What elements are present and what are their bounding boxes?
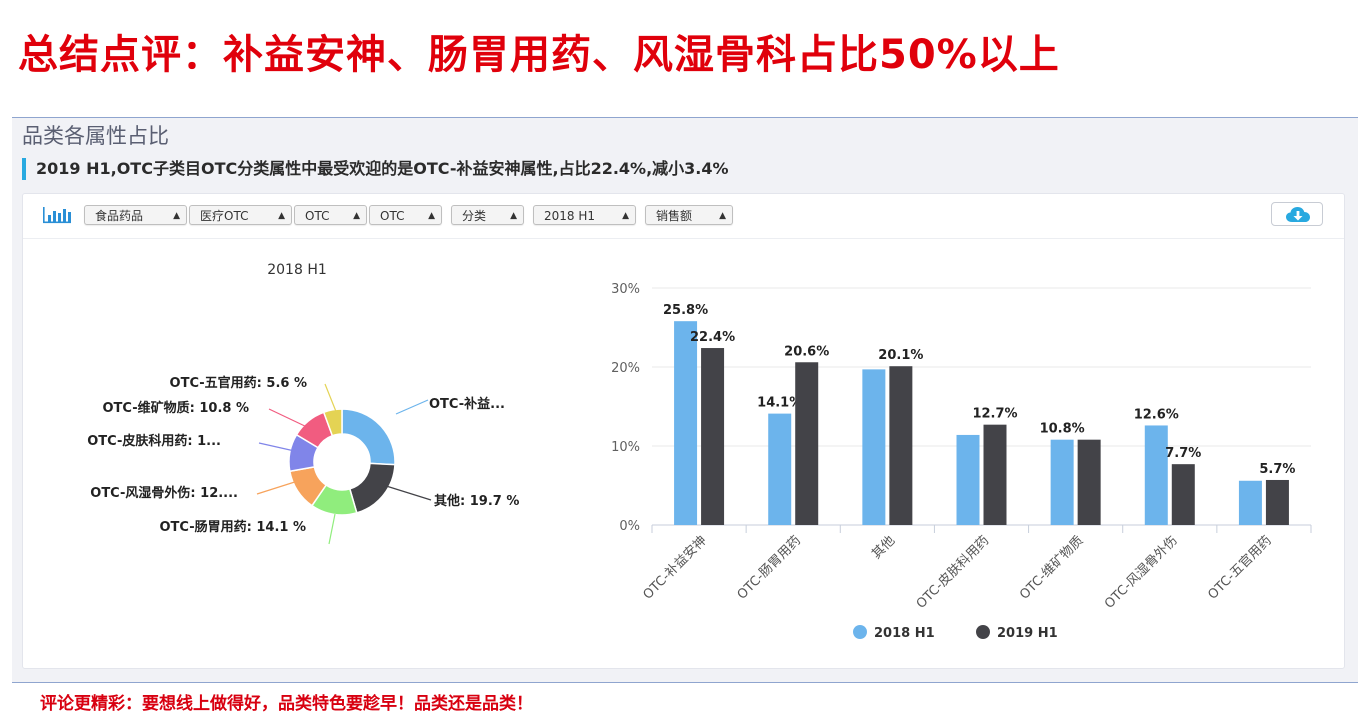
filter-otc-select[interactable]: OTC ▲	[294, 205, 367, 225]
pie-labels: OTC-补益... 其他: 19.7 % OTC-肠胃用药: 14.1 % OTC-风…	[87, 375, 519, 545]
select-arrows-icon: ▲	[622, 211, 629, 221]
pie-slice-label: OTC-肠胃用药: 14.1 %	[159, 519, 306, 535]
x-tick-label: OTC-补益安神	[640, 533, 709, 602]
bar[interactable]	[889, 366, 913, 525]
bar[interactable]	[701, 348, 725, 525]
pie-label-connector	[324, 383, 338, 415]
bar[interactable]	[1050, 439, 1074, 525]
bar-gridlines	[651, 287, 1312, 533]
pie-slice-label: OTC-维矿物质: 10.8 %	[102, 400, 249, 416]
bar-data-label: 14.1%	[757, 396, 802, 411]
bar-y-axis: 0% 10% 20% 30%	[611, 282, 640, 534]
bar[interactable]	[768, 413, 792, 525]
pie-slice-label: OTC-五官用药: 5.6 %	[170, 375, 307, 391]
select-arrows-icon: ▲	[510, 211, 517, 221]
x-tick-label: OTC-风湿骨外伤	[1102, 533, 1181, 612]
pie-label-connector	[382, 484, 432, 501]
x-tick-label: OTC-五官用药	[1205, 533, 1275, 603]
bar[interactable]	[1077, 439, 1101, 525]
select-arrows-icon: ▲	[278, 211, 285, 221]
pie-slice[interactable]	[348, 462, 396, 514]
chart-toolbar: 食品药品 ▲ 医疗OTC ▲ OTC ▲ OTC ▲ 分类 ▲ 2018 H1 ▲ 销售额 ▲	[23, 194, 1344, 239]
bar-data-label: 7.7%	[1165, 446, 1201, 461]
x-tick-label: OTC-皮肤科用药	[914, 533, 993, 612]
y-tick-label: 0%	[619, 519, 640, 534]
filter-subcategory-select[interactable]: 医疗OTC ▲	[189, 205, 292, 225]
bar[interactable]	[1144, 425, 1168, 525]
legend-swatch[interactable]	[976, 625, 990, 639]
bar-data-label: 12.6%	[1134, 407, 1179, 422]
bar-data-label: 25.8%	[663, 303, 708, 318]
bar-legend: 2018 H1 2019 H1	[853, 625, 1058, 641]
pie-label-connector	[268, 408, 310, 429]
pie-label-connector	[328, 513, 336, 545]
pie-slice[interactable]	[322, 408, 343, 437]
select-arrows-icon: ▲	[173, 211, 180, 221]
bar-chart: 25.8% 22.4% 14.1% 20.6% 20.1% 12.7% 10.8% 12.6%…	[663, 303, 1295, 525]
bar-data-label: 12.7%	[972, 407, 1017, 422]
legend-label[interactable]: 2019 H1	[997, 626, 1058, 641]
chart-card: 食品药品 ▲ 医疗OTC ▲ OTC ▲ OTC ▲ 分类 ▲ 2018 H1 ▲ 销售额 ▲…	[22, 193, 1345, 669]
select-arrows-icon: ▲	[719, 211, 726, 221]
y-tick-label: 10%	[611, 440, 640, 455]
pie-title: 2018 H1	[267, 262, 327, 278]
legend-swatch[interactable]	[853, 625, 867, 639]
y-tick-label: 30%	[611, 282, 640, 297]
bar-x-axis: OTC-补益安神 OTC-肠胃用药 其他 OTC-皮肤科用药 OTC-维矿物质 OTC-风…	[640, 533, 1274, 612]
download-button[interactable]	[1271, 202, 1323, 226]
pie-slice[interactable]	[341, 408, 396, 466]
x-tick-label: OTC-维矿物质	[1017, 533, 1086, 602]
cloud-download-icon	[1286, 207, 1310, 222]
pie-slice-label: OTC-补益...	[429, 396, 505, 412]
bar-data-label: 20.1%	[878, 348, 923, 363]
bar[interactable]	[674, 321, 698, 525]
chart-area: 2018 H1 OTC-补益... 其他: 19.7 % OTC-肠胃用药: 14.…	[87, 262, 1312, 641]
pie-slice-label: OTC-风湿骨外伤: 12....	[90, 485, 238, 501]
select-arrows-icon: ▲	[428, 211, 435, 221]
bar[interactable]	[1265, 479, 1289, 525]
bar-chart-icon[interactable]	[42, 206, 72, 224]
legend-label[interactable]: 2018 H1	[874, 626, 935, 641]
pie-label-connector	[395, 399, 429, 415]
x-tick-label: 其他	[869, 533, 898, 562]
bar[interactable]	[956, 434, 980, 525]
pie-slice-label: OTC-皮肤科用药: 1...	[87, 433, 221, 449]
bar-data-label: 10.8%	[1040, 422, 1085, 437]
select-arrows-icon: ▲	[353, 211, 360, 221]
bar-data-label: 5.7%	[1259, 462, 1295, 477]
filter-category-select[interactable]: 食品药品 ▲	[84, 205, 187, 225]
filter-otc-sub-select[interactable]: OTC ▲	[369, 205, 442, 225]
pie-label-connector	[256, 479, 302, 495]
bar-data-label: 20.6%	[784, 344, 829, 359]
report-panel: 品类各属性占比 2019 H1,OTC子类目OTC分类属性中最受欢迎的是OTC-…	[12, 117, 1358, 683]
pie-slice-label: 其他: 19.7 %	[434, 493, 519, 509]
y-tick-label: 20%	[611, 361, 640, 376]
bar[interactable]	[795, 362, 819, 525]
x-tick-label: OTC-肠胃用药	[735, 533, 804, 602]
bar[interactable]	[862, 369, 886, 525]
insight-text: 2019 H1,OTC子类目OTC分类属性中最受欢迎的是OTC-补益安神属性,占…	[22, 158, 729, 180]
bar-data-label: 22.4%	[690, 330, 735, 345]
filter-metric-select[interactable]: 销售额 ▲	[645, 205, 733, 225]
page-headline: 总结点评：补益安神、肠胃用药、风湿骨科占比50%以上	[18, 32, 1060, 78]
pie-label-connector	[258, 442, 300, 453]
pie-chart	[288, 408, 396, 516]
footer-comment: 评论更精彩：要想线上做得好，品类特色要趁早！品类还是品类！	[40, 694, 533, 714]
filter-dimension-select[interactable]: 分类 ▲	[451, 205, 524, 225]
bar[interactable]	[983, 424, 1007, 525]
filter-period-select[interactable]: 2018 H1 ▲	[533, 205, 636, 225]
bar[interactable]	[1238, 480, 1262, 525]
section-title: 品类各属性占比	[22, 124, 169, 148]
bar[interactable]	[1171, 464, 1195, 525]
